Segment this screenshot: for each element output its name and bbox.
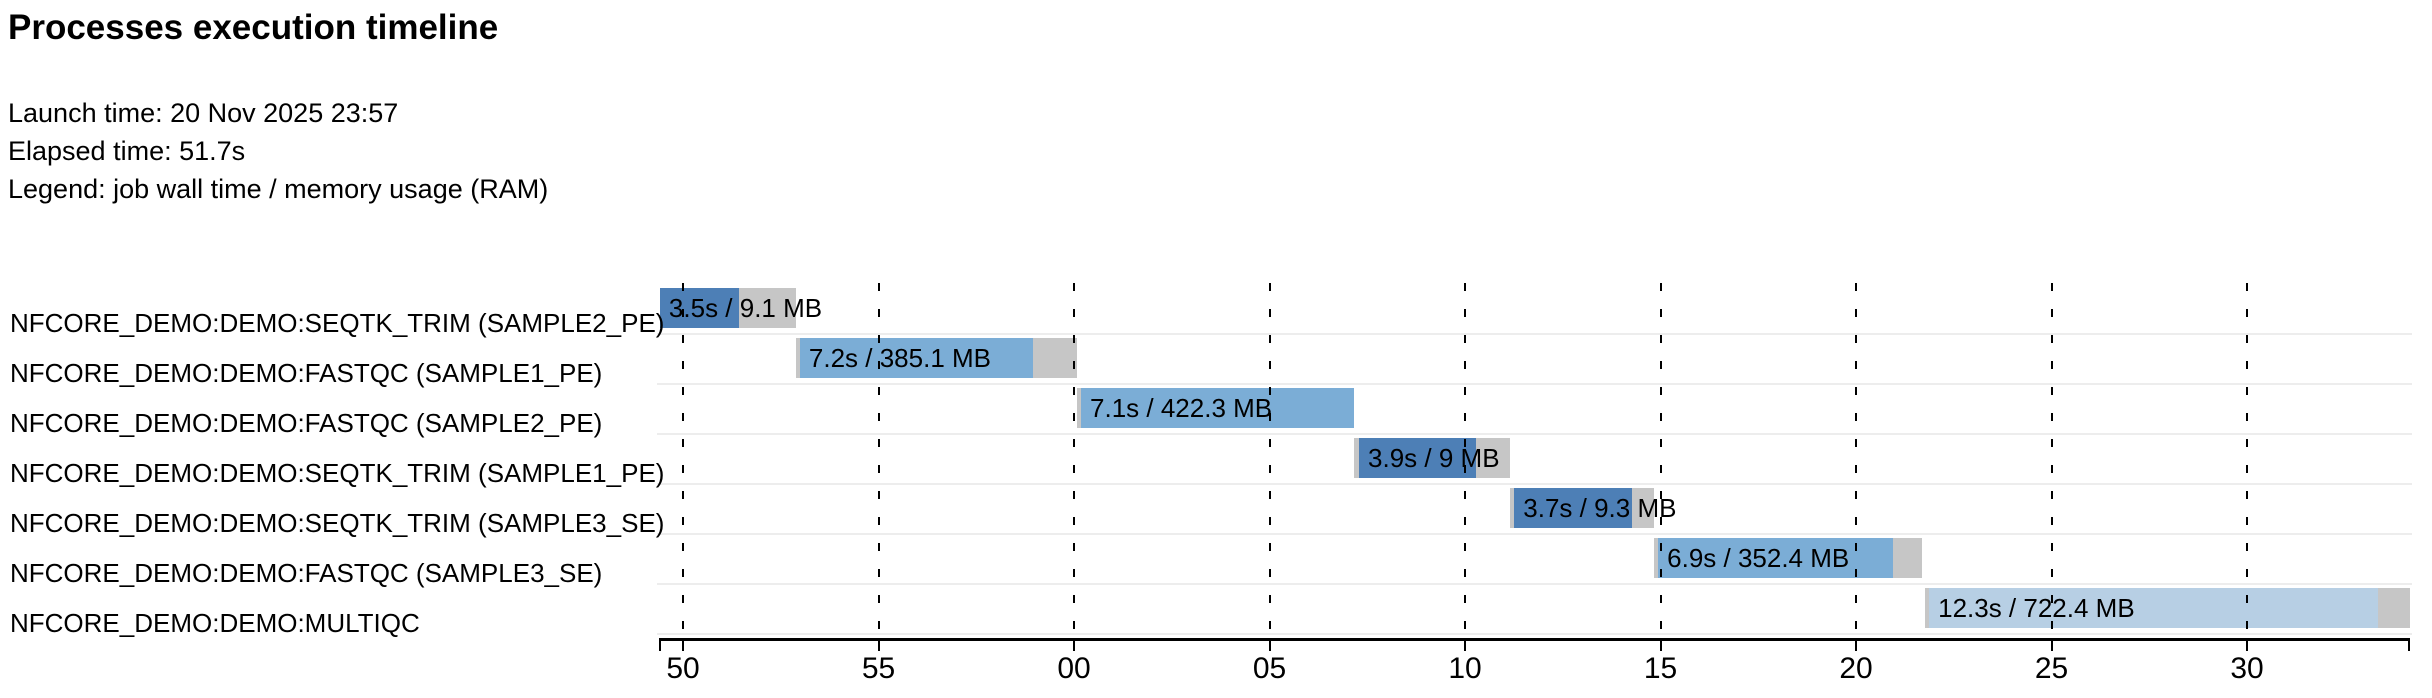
bar-value-label: 7.2s / 385.1 MB (808, 343, 992, 373)
x-axis-line (659, 638, 2411, 641)
process-row-label: NFCORE_DEMO:DEMO:SEQTK_TRIM (SAMPLE2_PE) (10, 308, 665, 338)
bar-overhead-segment (1893, 538, 1923, 578)
bar-runtime-segment (1514, 488, 1632, 528)
bar-value-label: 7.1s / 422.3 MB (1090, 393, 1273, 423)
row-separator (657, 433, 2413, 435)
process-row-label: NFCORE_DEMO:DEMO:SEQTK_TRIM (SAMPLE3_SE) (10, 508, 665, 538)
bar-runtime-segment (799, 338, 1033, 378)
bar-pending-segment (1353, 438, 1360, 478)
bar-overhead-segment (2377, 588, 2411, 628)
launch-time-line: Launch time: 20 Nov 2025 23:57 (8, 98, 399, 128)
gridline (682, 283, 684, 638)
elapsed-time-line: Elapsed time: 51.7s (8, 136, 246, 166)
bar-runtime-segment (1929, 588, 2378, 628)
gridline (1073, 283, 1075, 638)
axis-tick-label: 30 (2230, 652, 2264, 685)
gridline (2246, 283, 2248, 638)
bar-runtime-segment (1658, 538, 1894, 578)
bar-runtime-segment (1359, 438, 1476, 478)
axis-tick-mark (877, 638, 880, 651)
bar-pending-segment (1077, 388, 1082, 428)
process-row-label: NFCORE_DEMO:DEMO:FASTQC (SAMPLE1_PE) (10, 358, 603, 388)
axis-tick-label: 00 (1057, 652, 1091, 685)
bar-value-label: 3.7s / 9.3 MB (1523, 493, 1677, 523)
bar-runtime-segment (659, 288, 739, 328)
axis-tick-mark (682, 638, 684, 651)
bar-overhead-segment (1631, 488, 1654, 528)
process-row-label: NFCORE_DEMO:DEMO:FASTQC (SAMPLE2_PE) (10, 408, 603, 438)
row-separator (657, 533, 2413, 535)
axis-tick-mark (1268, 638, 1271, 651)
bar-value-label: 3.5s / 9.1 MB (668, 293, 823, 323)
legend-line: Legend: job wall time / memory usage (RA… (8, 174, 549, 204)
gridline (1464, 283, 1466, 638)
axis-tick-label: 25 (2034, 652, 2069, 685)
axis-endcap (2408, 638, 2411, 651)
axis-tick-label: 50 (666, 652, 700, 685)
axis-endcap (659, 638, 662, 651)
gridline (877, 283, 880, 638)
bar-overhead-segment (738, 288, 796, 328)
bar-overhead-segment (1475, 438, 1510, 478)
axis-tick-mark (1464, 638, 1466, 651)
axis-tick-mark (2050, 638, 2053, 651)
row-separator (657, 583, 2413, 585)
bar-pending-segment (1653, 538, 1659, 578)
bar-pending-segment (795, 338, 800, 378)
bar-pending-segment (1509, 488, 1515, 528)
axis-tick-label: 55 (861, 652, 896, 685)
report-meta: Launch time: 20 Nov 2025 23:57 Elapsed t… (8, 94, 548, 208)
bar-value-label: 3.9s / 9 MB (1368, 443, 1500, 473)
process-row-label: NFCORE_DEMO:DEMO:FASTQC (SAMPLE3_SE) (10, 558, 603, 588)
axis-tick-mark (1855, 638, 1857, 651)
gridline (1855, 283, 1857, 638)
row-separator (657, 333, 2413, 335)
axis-tick-label: 20 (1839, 652, 1873, 685)
gridline (1268, 283, 1271, 638)
bar-runtime-segment (1081, 388, 1354, 428)
page-title: Processes execution timeline (8, 8, 499, 47)
process-row-label: NFCORE_DEMO:DEMO:MULTIQC (10, 608, 420, 638)
bar-overhead-segment (1032, 338, 1078, 378)
bar-pending-segment (1925, 588, 1930, 628)
bar-value-label: 6.9s / 352.4 MB (1667, 543, 1850, 573)
axis-tick-mark (1073, 638, 1075, 651)
axis-tick-mark (2246, 638, 2248, 651)
row-separator (657, 383, 2413, 385)
row-separator (657, 633, 2413, 635)
axis-tick-mark (1659, 638, 1662, 651)
axis-tick-label: 10 (1448, 652, 1482, 685)
gridline (2050, 283, 2053, 638)
process-row-label: NFCORE_DEMO:DEMO:SEQTK_TRIM (SAMPLE1_PE) (10, 458, 665, 488)
axis-tick-label: 15 (1643, 652, 1678, 685)
row-separator (657, 483, 2413, 485)
gridline (1659, 283, 1662, 638)
axis-tick-label: 05 (1252, 652, 1287, 685)
bar-value-label: 12.3s / 722.4 MB (1938, 593, 2135, 623)
